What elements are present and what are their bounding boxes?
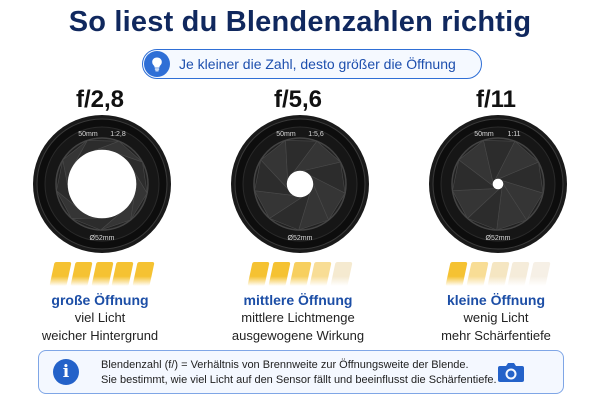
tip-text: Je kleiner die Zahl, desto größer die Öf…: [179, 56, 456, 72]
light-bar: [330, 262, 353, 286]
light-bar: [528, 262, 551, 286]
effect-description: ausgewogene Wirkung: [231, 328, 365, 343]
light-bars: [445, 262, 551, 286]
tip-banner: Je kleiner die Zahl, desto größer die Öf…: [142, 49, 482, 79]
lens-focal-text: 50mm: [276, 131, 296, 138]
lens-illustration: 50mm 1:5,6 Ø52mm: [231, 115, 369, 253]
light-bar: [111, 262, 134, 286]
opening-label: kleine Öffnung: [447, 292, 545, 308]
info-box: i Blendenzahl (f/) = Verhältnis von Bren…: [38, 350, 564, 394]
lens-aperture-text: 1:11: [507, 131, 520, 138]
info-definition: Blendenzahl (f/) = Verhältnis von Brennw…: [101, 359, 469, 371]
light-bars: [49, 262, 155, 286]
lens-illustration: 50mm 1:11 Ø52mm: [429, 115, 567, 253]
light-bar: [309, 262, 332, 286]
camera-icon: [498, 363, 524, 382]
lens-focal-text: 50mm: [78, 131, 98, 138]
opening-label: große Öffnung: [51, 292, 149, 308]
light-bar: [466, 262, 489, 286]
light-description: mittlere Lichtmenge: [241, 310, 355, 325]
light-bar: [268, 262, 291, 286]
lens-aperture-text: 1:2,8: [110, 131, 126, 138]
fstop-label: f/5,6: [273, 86, 323, 113]
fstop-label: f/2,8: [75, 86, 125, 113]
fstop-label: f/11: [475, 86, 517, 113]
lens-diameter-text: Ø52mm: [288, 235, 313, 242]
aperture-opening: [67, 149, 137, 219]
aperture-column-narrow: f/11 50mm 1:11 Ø52mm kleine Öffnung weni…: [396, 84, 596, 344]
lens-aperture-text: 1:5,6: [308, 131, 324, 138]
light-bar: [70, 262, 93, 286]
aperture-column-medium: f/5,6 50mm 1:5,6 Ø52mm mittlere Öffnung …: [198, 84, 398, 344]
light-bar: [247, 262, 270, 286]
lightbulb-icon: [144, 51, 170, 77]
effect-description: mehr Schärfentiefe: [441, 328, 551, 343]
aperture-column-wide: f/2,8 50mm 1:2,8 Ø52mm große Öffnung vie…: [0, 84, 200, 344]
aperture-opening: [286, 170, 314, 198]
light-bar: [288, 262, 312, 286]
light-description: viel Licht: [74, 310, 126, 325]
aperture-opening: [492, 178, 504, 190]
light-bar: [486, 262, 510, 286]
light-bar: [132, 262, 155, 286]
page-title: So liest du Blendenzahlen richtig: [68, 6, 532, 38]
opening-label: mittlere Öffnung: [243, 292, 353, 308]
lens-diameter-text: Ø52mm: [90, 235, 115, 242]
light-bar: [49, 262, 72, 286]
light-description: wenig Licht: [463, 310, 529, 325]
light-bar: [445, 262, 468, 286]
lens-illustration: 50mm 1:2,8 Ø52mm: [33, 115, 171, 253]
light-bar: [90, 262, 114, 286]
info-explanation: Sie bestimmt, wie viel Licht auf den Sen…: [101, 374, 497, 386]
effect-description: weicher Hintergrund: [41, 328, 159, 343]
light-bar: [507, 262, 530, 286]
light-bars: [247, 262, 353, 286]
lens-focal-text: 50mm: [474, 131, 494, 138]
lens-diameter-text: Ø52mm: [486, 235, 511, 242]
info-icon: i: [53, 359, 79, 385]
